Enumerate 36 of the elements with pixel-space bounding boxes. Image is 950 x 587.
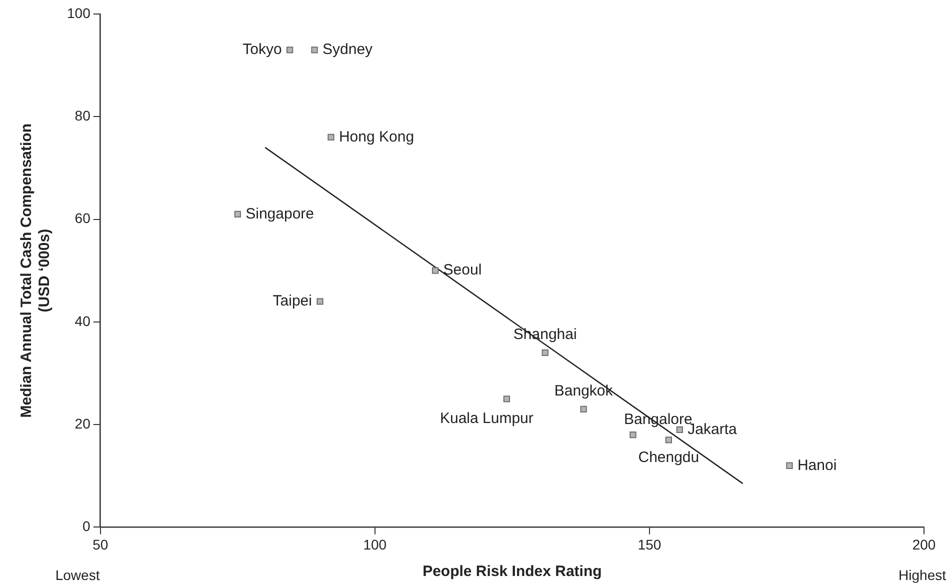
x-tick-label: 100: [363, 536, 387, 552]
point: [311, 46, 318, 54]
x-tick-label: 200: [912, 536, 936, 552]
y-tick-label: 60: [74, 210, 91, 226]
series-label: Hong Kong: [338, 128, 414, 146]
point: [432, 267, 439, 274]
series-label: Hanoi: [797, 456, 837, 474]
series-label: Singapore: [246, 205, 314, 222]
point: [786, 462, 793, 469]
y-tick-label: 20: [74, 415, 91, 432]
y-tick-label: 100: [67, 4, 91, 21]
y-tick-label: 0: [82, 518, 91, 534]
point: [286, 46, 294, 54]
point: [328, 134, 334, 140]
point: [630, 431, 636, 438]
x-tick-label: 50: [92, 536, 108, 552]
text: Lowest: [55, 566, 100, 583]
y-tick-label: 40: [74, 312, 91, 329]
series-label: Tokyo: [242, 41, 282, 58]
y-axis-title: Median Annual Total Cash Compensation (USD ‘000s): [18, 124, 54, 418]
point: [542, 349, 548, 356]
x-tick-label: 150: [638, 536, 662, 552]
x-axis-title: People Risk Index Rating: [422, 563, 602, 580]
series-label: Kuala Lumpur: [440, 410, 534, 428]
series-label: Chengdu: [638, 449, 700, 466]
series-label: Seoul: [443, 262, 482, 279]
y-tick-label: 80: [74, 108, 91, 124]
series-label: Taipei: [272, 292, 312, 310]
point: [234, 210, 241, 218]
point: [665, 436, 672, 444]
point: [503, 396, 510, 402]
series-label: Sydney: [322, 41, 374, 58]
text: Highest: [898, 566, 946, 583]
series-label: Bangkok: [554, 382, 614, 400]
point: [580, 406, 587, 412]
point: [316, 298, 324, 305]
